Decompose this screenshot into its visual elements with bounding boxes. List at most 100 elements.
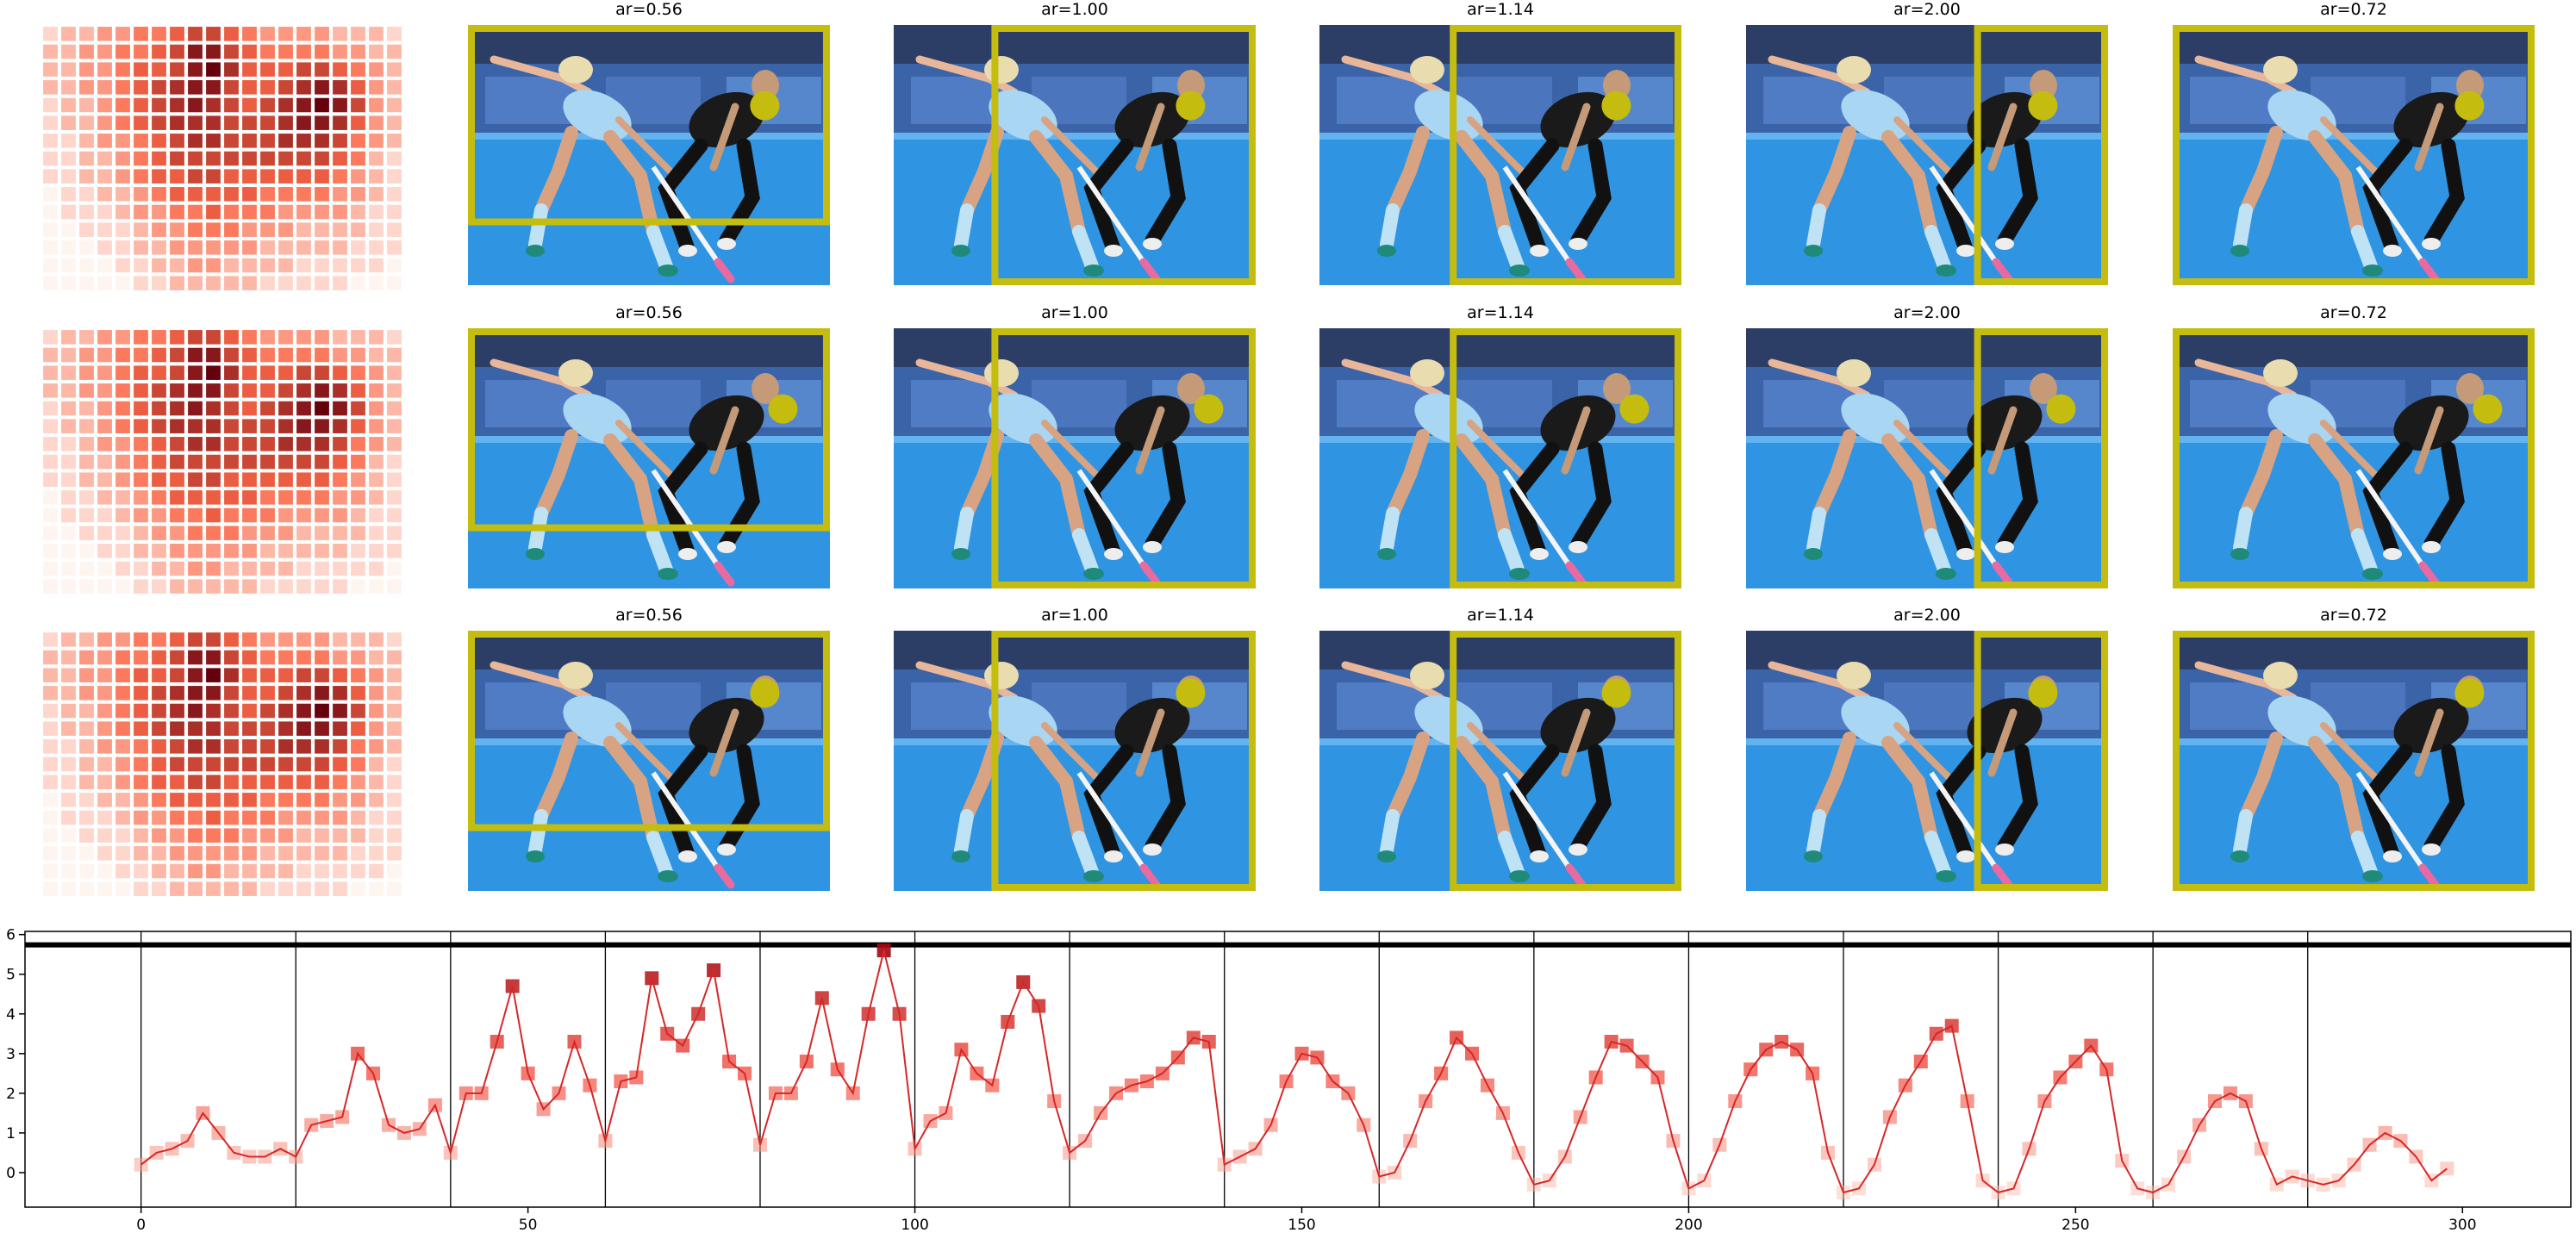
heatmap-cell (115, 187, 130, 202)
panel-title: ar=1.14 (1467, 303, 1534, 322)
heatmap-cell (43, 756, 58, 772)
heatmap-cell (170, 846, 184, 861)
heatmap-cell (333, 507, 347, 523)
heatmap-cell (296, 240, 311, 255)
heatmap-cell (242, 775, 257, 789)
heatmap-cell (115, 756, 130, 772)
heatmap-cell (43, 115, 58, 130)
heatmap-cell (206, 347, 221, 363)
heatmap-cell (260, 151, 275, 166)
heatmap-cell (278, 490, 293, 505)
heatmap-cell (369, 881, 384, 896)
heatmap-cell (296, 703, 311, 719)
heatmap-cell (296, 793, 311, 807)
heatmap-cell (97, 365, 112, 380)
heatmap-cell (278, 276, 293, 290)
heatmap-cell (242, 490, 257, 505)
heatmap-cell (188, 668, 203, 682)
x-tick-label: 250 (2061, 1217, 2089, 1234)
heatmap-cell (188, 27, 203, 41)
photo (468, 631, 830, 891)
heatmap-cell (188, 793, 203, 807)
heatmap-cell (351, 668, 365, 682)
heatmap-cell (115, 668, 130, 682)
heatmap-cell (315, 775, 329, 789)
heatmap-cell (206, 187, 221, 202)
heatmap-cell (278, 115, 293, 130)
heatmap-cell (134, 721, 148, 736)
heatmap-cell (79, 276, 94, 290)
heatmap-cell (369, 828, 384, 843)
heatmap-cell (134, 258, 148, 273)
heatmap-cell (206, 828, 221, 843)
heatmap-cell (333, 561, 347, 576)
heatmap-cell (115, 703, 130, 719)
heatmap-cell (97, 775, 112, 789)
heatmap-cell (387, 739, 402, 754)
heatmap-cell (170, 668, 184, 682)
heatmap-cell (188, 204, 203, 220)
heatmap-cell (188, 739, 203, 754)
heatmap-cell (188, 401, 203, 416)
x-tick-label: 0 (136, 1217, 146, 1234)
panel-title: ar=1.14 (1467, 606, 1534, 625)
heatmap-cell (260, 169, 275, 184)
heatmap-cell (61, 828, 76, 843)
y-tick-label: 6 (6, 927, 16, 944)
heatmap-cell (242, 756, 257, 772)
heatmap-cell (369, 169, 384, 184)
heatmap-cell (296, 80, 311, 95)
heatmap-cell (43, 330, 58, 345)
heatmap-cell (188, 44, 203, 59)
heatmap-cell (134, 793, 148, 807)
heatmap-cell (188, 756, 203, 772)
heatmap-cell (61, 650, 76, 665)
heatmap-cell (387, 507, 402, 523)
heatmap-cell (387, 828, 402, 843)
heatmap-cell (115, 561, 130, 576)
heatmap-cell (79, 863, 94, 879)
heatmap-cell (134, 490, 148, 505)
heatmap-cell (134, 650, 148, 665)
heatmap-cell (115, 169, 130, 184)
heatmap-cell (61, 544, 76, 558)
heatmap-cell (43, 347, 58, 363)
heatmap-cell (79, 846, 94, 861)
heatmap-cell (115, 490, 130, 505)
heatmap-cell (369, 775, 384, 789)
photo (894, 25, 1256, 285)
heatmap-cell (296, 204, 311, 220)
heatmap-cell (242, 169, 257, 184)
heatmap-cell (296, 347, 311, 363)
heatmap-cell (115, 134, 130, 148)
heatmap-cell (134, 668, 148, 682)
heatmap-cell (134, 62, 148, 77)
heatmap-cell (152, 544, 166, 558)
heatmap-cell (170, 383, 184, 398)
heatmap-cell (97, 846, 112, 861)
heatmap-cell (170, 115, 184, 130)
heatmap-cell (242, 347, 257, 363)
heatmap-cell (79, 44, 94, 59)
heatmap-cell (43, 276, 58, 290)
heatmap-cell (43, 561, 58, 576)
heatmap-cell (61, 27, 76, 41)
heatmap-cell (224, 721, 239, 736)
heatmap-cell (296, 97, 311, 113)
heatmap-cell (97, 383, 112, 398)
heatmap-cell (260, 27, 275, 41)
heatmap-cell (79, 775, 94, 789)
heatmap-cell (188, 846, 203, 861)
heatmap-cell (206, 507, 221, 523)
heatmap-cell (369, 454, 384, 470)
heatmap-cell (170, 222, 184, 237)
heatmap-cell (224, 739, 239, 754)
heatmap-cell (97, 151, 112, 166)
heatmap-cell (188, 632, 203, 647)
heatmap-cell (333, 668, 347, 682)
heatmap-cell (170, 686, 184, 700)
heatmap-cell (296, 650, 311, 665)
heatmap-cell (369, 222, 384, 237)
heatmap-cell (188, 134, 203, 148)
heatmap-cell (369, 721, 384, 736)
